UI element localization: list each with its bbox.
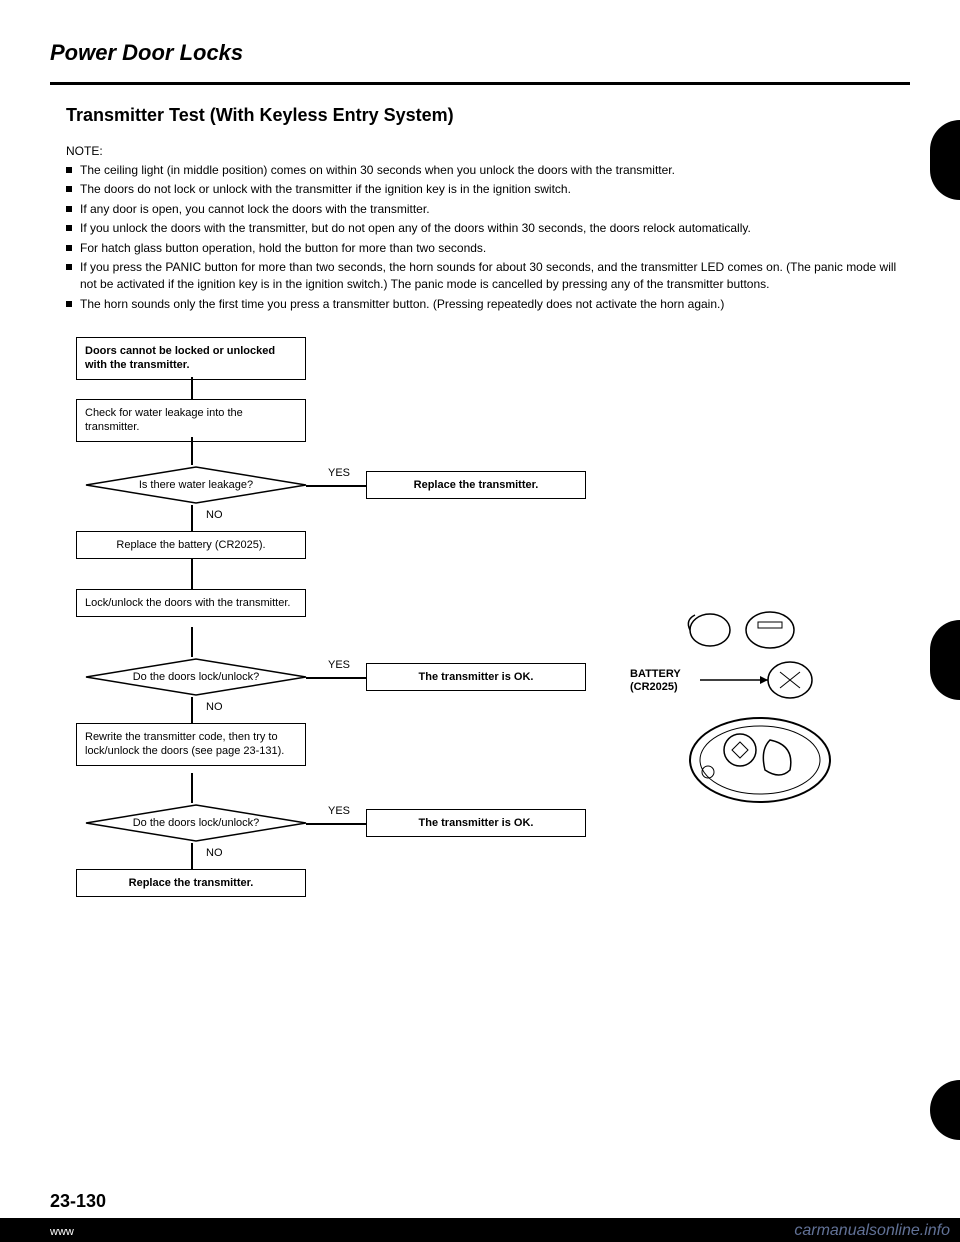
flow-lockunlock-box: Lock/unlock the doors with the transmitt… — [76, 589, 306, 617]
page-title: Power Door Locks — [50, 40, 910, 66]
flow-connector — [191, 773, 193, 803]
flow-decision-lock2: Do the doors lock/unlock? — [66, 803, 326, 843]
flow-connector — [191, 559, 193, 589]
flowchart: Doors cannot be locked or unlocked with … — [66, 337, 626, 1017]
flow-check-leak-box: Check for water leakage into the transmi… — [76, 399, 306, 442]
flow-connector — [191, 697, 193, 723]
source-badge: www — [40, 1222, 84, 1242]
title-divider — [50, 82, 910, 85]
flow-connector — [191, 377, 193, 399]
flow-decision-label: Is there water leakage? — [66, 465, 326, 505]
yes-label: YES — [328, 805, 350, 817]
note-list: The ceiling light (in middle position) c… — [66, 162, 910, 313]
flow-connector — [306, 677, 366, 679]
flow-connector — [306, 485, 366, 487]
yes-label: YES — [328, 467, 350, 479]
flow-decision-leak: Is there water leakage? — [66, 465, 326, 505]
flow-trans-ok-box2: The transmitter is OK. — [366, 809, 586, 837]
note-label: NOTE: — [66, 144, 910, 158]
flow-rewrite-box: Rewrite the transmitter code, then try t… — [76, 723, 306, 766]
note-item: The ceiling light (in middle position) c… — [66, 162, 910, 179]
note-item: If you press the PANIC button for more t… — [66, 259, 910, 294]
note-item: For hatch glass button operation, hold t… — [66, 240, 910, 257]
flow-connector — [191, 437, 193, 465]
watermark: carmanualsonline.info — [794, 1222, 950, 1240]
note-item: If you unlock the doors with the transmi… — [66, 220, 910, 237]
flow-replace-trans-box: Replace the transmitter. — [366, 471, 586, 499]
flow-connector — [191, 627, 193, 657]
no-label: NO — [206, 509, 223, 521]
bottom-bar: www carmanualsonline.info — [0, 1218, 960, 1242]
flow-connector — [191, 843, 193, 869]
transmitter-diagram: BATTERY (CR2025) — [640, 600, 880, 840]
note-item: The horn sounds only the first time you … — [66, 296, 910, 313]
flow-final-replace-box: Replace the transmitter. — [76, 869, 306, 897]
flow-replace-batt-box: Replace the battery (CR2025). — [76, 531, 306, 559]
flow-connector — [306, 823, 366, 825]
no-label: NO — [206, 847, 223, 859]
flow-start-box: Doors cannot be locked or unlocked with … — [76, 337, 306, 380]
yes-label: YES — [328, 659, 350, 671]
page-tab-icon — [930, 1080, 960, 1140]
no-label: NO — [206, 701, 223, 713]
flow-decision-label: Do the doors lock/unlock? — [66, 657, 326, 697]
battery-label: BATTERY (CR2025) — [630, 668, 681, 694]
flow-trans-ok-box: The transmitter is OK. — [366, 663, 586, 691]
flow-decision-lock1: Do the doors lock/unlock? — [66, 657, 326, 697]
flow-decision-label: Do the doors lock/unlock? — [66, 803, 326, 843]
note-item: The doors do not lock or unlock with the… — [66, 181, 910, 198]
page-number: 23-130 — [50, 1191, 106, 1212]
flow-connector — [191, 505, 193, 531]
section-title: Transmitter Test (With Keyless Entry Sys… — [66, 105, 910, 126]
note-item: If any door is open, you cannot lock the… — [66, 201, 910, 218]
